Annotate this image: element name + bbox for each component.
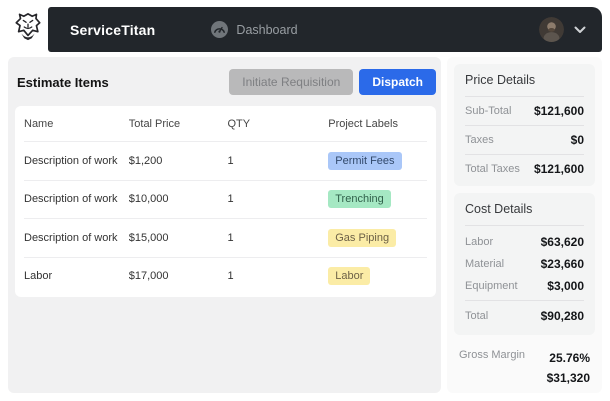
divider xyxy=(465,300,584,301)
gross-margin-section: Gross Margin 25.76% $31,320 xyxy=(454,342,595,389)
item-total-price: $1,200 xyxy=(128,154,163,167)
item-qty: 1 xyxy=(227,231,234,244)
page-title: Estimate Items xyxy=(17,74,109,90)
price-row-subtotal: Sub-Total $121,600 xyxy=(465,97,584,126)
project-label-badge: Labor xyxy=(328,267,371,286)
chevron-down-icon[interactable] xyxy=(574,26,586,34)
estimate-items-header: Estimate Items Initiate Requisition Disp… xyxy=(8,57,441,105)
initiate-requisition-button[interactable]: Initiate Requisition xyxy=(229,69,354,95)
tiger-logo-icon xyxy=(13,11,43,48)
action-buttons: Initiate Requisition Dispatch xyxy=(229,69,436,95)
header: ServiceTitan Dashboard xyxy=(0,0,610,52)
gauge-icon xyxy=(211,21,229,38)
price-row-total-taxes: Total Taxes $121,600 xyxy=(465,155,584,183)
top-navbar: ServiceTitan Dashboard xyxy=(48,7,602,52)
row-label: Sub-Total xyxy=(465,105,512,117)
item-qty: 1 xyxy=(227,270,234,283)
row-value: $3,000 xyxy=(547,279,584,293)
gross-margin-amount: $31,320 xyxy=(546,370,590,385)
table-row: Description of work $10,000 1 Trenching xyxy=(24,179,427,219)
cost-details-card: Cost Details Labor $63,620 Material $23,… xyxy=(454,193,595,335)
column-header-total-price: Total Price xyxy=(128,117,181,130)
item-total-price: $15,000 xyxy=(128,231,169,244)
gross-margin-label: Gross Margin xyxy=(459,349,526,361)
item-name: Description of work xyxy=(24,231,118,244)
content: Estimate Items Initiate Requisition Disp… xyxy=(8,57,602,393)
project-label-badge: Gas Piping xyxy=(328,228,397,247)
column-header-name: Name xyxy=(24,117,54,130)
brand-name: ServiceTitan xyxy=(70,21,156,38)
row-label: Equipment xyxy=(465,280,518,292)
nav-item-label: Dashboard xyxy=(236,22,298,37)
project-label-badge: Permit Fees xyxy=(328,151,402,170)
row-label: Labor xyxy=(465,236,494,248)
price-details-title: Price Details xyxy=(465,73,584,97)
company-logo xyxy=(8,7,48,52)
item-name: Labor xyxy=(24,270,53,283)
item-total-price: $17,000 xyxy=(128,270,169,283)
price-row-taxes: Taxes $0 xyxy=(465,126,584,155)
cost-row-labor: Labor $63,620 xyxy=(465,231,584,253)
item-name: Description of work xyxy=(24,193,118,206)
price-details-card: Price Details Sub-Total $121,600 Taxes $… xyxy=(454,64,595,186)
row-value: $121,600 xyxy=(533,104,584,118)
column-header-project-labels: Project Labels xyxy=(328,117,398,130)
table-row: Description of work $1,200 1 Permit Fees xyxy=(24,141,427,180)
dispatch-button[interactable]: Dispatch xyxy=(359,69,436,95)
column-header-qty: QTY xyxy=(227,117,251,130)
row-label: Total Taxes xyxy=(465,163,520,175)
estimate-items-panel: Estimate Items Initiate Requisition Disp… xyxy=(8,57,441,393)
estimate-items-table: Name Total Price QTY Project Labels Desc… xyxy=(15,106,436,297)
table-row: Description of work $15,000 1 Gas Piping xyxy=(24,218,427,257)
user-avatar[interactable] xyxy=(539,17,564,42)
cost-breakdown: Labor $63,620 Material $23,660 Equipment… xyxy=(465,231,584,297)
cost-row-equipment: Equipment $3,000 xyxy=(465,275,584,297)
table-header-row: Name Total Price QTY Project Labels xyxy=(24,106,427,141)
row-value: $90,280 xyxy=(540,309,584,323)
item-qty: 1 xyxy=(227,154,234,167)
row-value: $0 xyxy=(570,133,584,147)
nav-item-dashboard[interactable]: Dashboard xyxy=(211,21,298,38)
row-value: $23,660 xyxy=(540,257,584,271)
row-label: Taxes xyxy=(465,134,494,146)
gross-margin-percent: 25.76% xyxy=(549,351,590,365)
item-name: Description of work xyxy=(24,154,118,167)
cost-row-material: Material $23,660 xyxy=(465,253,584,275)
project-label-badge: Trenching xyxy=(328,190,391,209)
navbar-right xyxy=(539,17,586,42)
gross-margin-values: 25.76% $31,320 xyxy=(547,349,590,389)
row-label: Total xyxy=(465,310,489,322)
table-row: Labor $17,000 1 Labor xyxy=(24,256,427,296)
item-total-price: $10,000 xyxy=(128,193,169,206)
row-value: $63,620 xyxy=(540,235,584,249)
item-qty: 1 xyxy=(227,193,234,206)
row-label: Material xyxy=(465,258,505,270)
cost-row-total: Total $90,280 xyxy=(465,301,584,332)
cost-details-title: Cost Details xyxy=(465,202,584,226)
details-sidebar: Price Details Sub-Total $121,600 Taxes $… xyxy=(447,57,602,393)
row-value: $121,600 xyxy=(533,162,584,176)
